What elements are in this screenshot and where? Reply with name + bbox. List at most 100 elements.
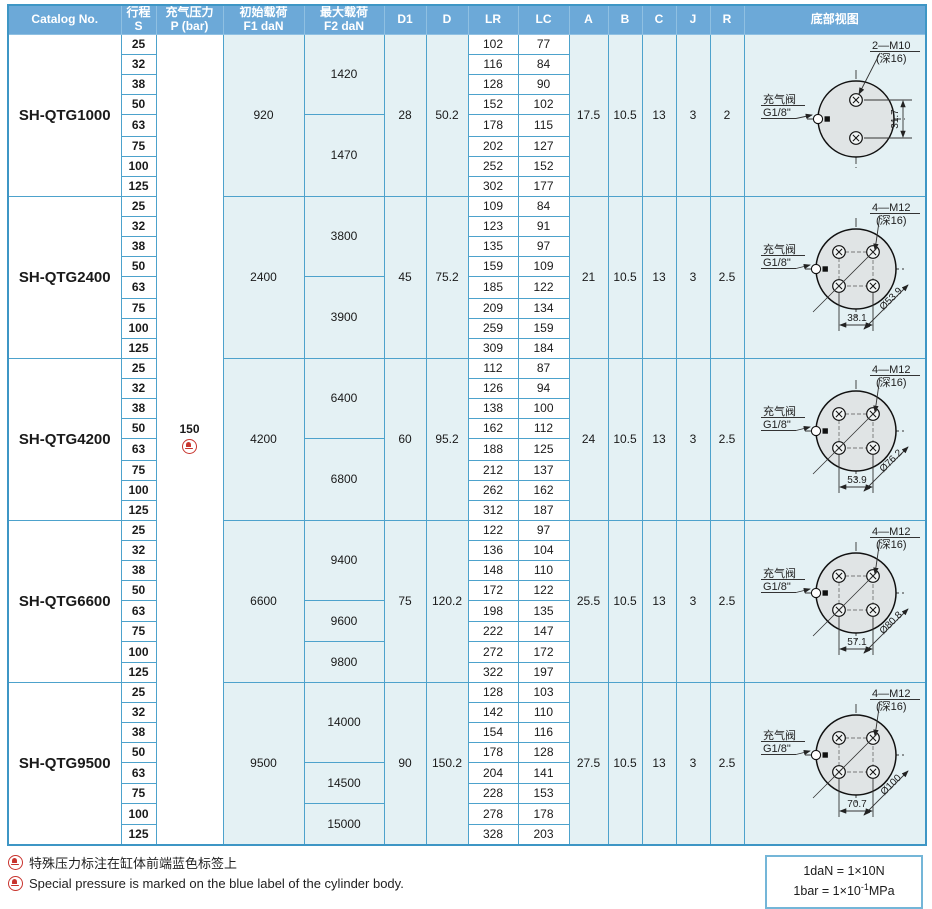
lc-value: 135 [517,599,570,622]
a-value: 21 [568,195,609,359]
lc-value: 110 [517,701,570,723]
lr-value: 162 [467,417,519,439]
lr-value: 154 [467,721,519,743]
svg-text:(深16): (深16) [876,214,907,227]
lc-value: 102 [517,93,570,115]
table-row: 63 14500 204 141 [8,761,926,804]
table-row: 75 209 134 [8,297,926,319]
a-value: 24 [568,357,609,521]
d-value: 95.2 [425,357,469,521]
note-text: 特殊压力标注在缸体前端蓝色标签上 [29,855,238,871]
lr-value: 228 [467,782,519,804]
bottom-view-cell: 充气阀 G1/8" 4—M12 (深16) 38.1 Ø53.9 [743,195,927,359]
lr-value: 178 [467,741,519,763]
b-value: 10.5 [607,357,643,521]
table-row: 100 9800 272 172 [8,640,926,683]
svg-text:4—M12: 4—M12 [872,364,911,376]
svg-text:G1/8": G1/8" [763,107,791,119]
stroke-value: 75 [120,297,157,319]
table-row: 38 154 116 [8,721,926,743]
lc-value: 84 [517,53,570,75]
lr-value: 278 [467,802,519,826]
svg-text:充气阀: 充气阀 [763,566,796,580]
f1-value: 2400 [222,195,305,359]
table-row: 50 159 109 [8,255,926,277]
lr-value: 259 [467,317,519,339]
col-header-r: R [709,4,745,35]
f1-value: 6600 [222,519,305,683]
lc-value: 97 [517,235,570,257]
stroke-value: 38 [120,73,157,95]
lr-value: 309 [467,337,519,359]
lc-value: 91 [517,215,570,237]
col-header-b: B [607,4,643,35]
stroke-value: 25 [120,519,157,541]
stroke-value: 125 [120,175,157,197]
catalog-no: SH-QTG2400 [7,195,122,359]
table-row: 32 136 104 [8,539,926,561]
lr-value: 178 [467,113,519,137]
lc-value: 152 [517,155,570,177]
table-row: 125 302 177 [8,175,926,197]
f2-value: 1470 [303,113,385,197]
svg-text:(深16): (深16) [876,538,907,551]
col-header-pressure: 充气压力 P (bar) [155,4,224,35]
lc-value: 84 [517,195,570,217]
f2-value: 9600 [303,599,385,642]
stroke-value: 125 [120,499,157,521]
lr-value: 272 [467,640,519,663]
d1-value: 28 [383,33,427,197]
lc-value: 125 [517,437,570,461]
c-value: 13 [641,357,677,521]
pressure-cell: 150 [155,33,224,846]
r-value: 2.5 [709,357,745,521]
lr-value: 126 [467,377,519,399]
lc-value: 137 [517,459,570,481]
table-row: 50 152 102 [8,93,926,115]
table-row: SH-QTG9500 25 9500 14000 90 150.2 128 103 27.5 10… [7,681,927,846]
svg-text:充气阀: 充气阀 [763,728,796,742]
catalog-no: SH-QTG9500 [7,681,122,846]
f1-value: 920 [222,33,305,197]
col-header-d1: D1 [383,4,427,35]
d1-value: 75 [383,519,427,683]
lr-value: 185 [467,275,519,299]
svg-text:充气阀: 充气阀 [763,92,796,106]
stroke-value: 32 [120,701,157,723]
stroke-value: 38 [120,235,157,257]
b-value: 10.5 [607,195,643,359]
svg-text:70.7: 70.7 [847,799,867,810]
svg-text:(深16): (深16) [876,700,907,713]
svg-text:4—M12: 4—M12 [872,688,911,700]
conversion-box: 1daN = 1×10N 1bar = 1×10-1MPa [765,854,923,909]
lc-value: 115 [517,113,570,137]
c-value: 13 [641,195,677,359]
d1-value: 45 [383,195,427,359]
lr-value: 302 [467,175,519,197]
lc-value: 127 [517,135,570,157]
table-row: SH-QTG1000 25 150 920 1420 28 50.2 102 77 17.5 10.… [7,33,927,846]
stroke-value: 63 [120,599,157,622]
r-value: 2.5 [709,195,745,359]
table-row: 100 252 152 [8,155,926,177]
lc-value: 203 [517,824,570,846]
spec-table: Catalog No. 行程 S 充气压力 P (bar) 初始载荷 F1 daN 最大载荷 F… [7,4,927,846]
catalog-no: SH-QTG1000 [7,33,122,197]
j-value: 3 [675,33,711,197]
col-header-a: A [568,4,609,35]
lc-value: 122 [517,275,570,299]
stroke-value: 75 [120,620,157,642]
table-body: SH-QTG1000 25 150 920 1420 28 50.2 102 77 17.5 10.… [7,33,927,846]
lr-value: 128 [467,681,519,703]
footer: 特殊压力标注在缸体前端蓝色标签上 Special pressure is mar… [7,853,925,909]
svg-text:38.1: 38.1 [847,313,867,324]
lr-value: 172 [467,579,519,601]
note-text: Special pressure is marked on the blue l… [29,875,404,891]
table-row: 63 9600 198 135 [8,599,926,642]
svg-text:2—M10: 2—M10 [872,40,911,52]
stroke-value: 38 [120,721,157,743]
table-row: 100 259 159 [8,317,926,339]
